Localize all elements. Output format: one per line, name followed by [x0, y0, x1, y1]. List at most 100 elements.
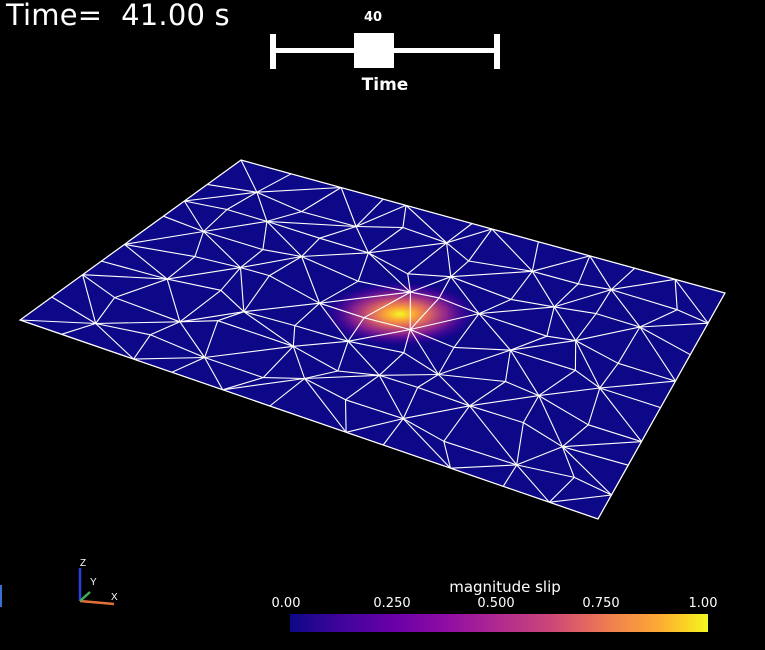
mesh-edge: [337, 341, 349, 372]
x-axis-label: X: [111, 592, 118, 603]
mesh-edge: [355, 198, 384, 227]
mesh-edge: [163, 215, 204, 233]
mesh-edge: [599, 387, 642, 442]
mesh-edge: [574, 476, 612, 496]
mesh-edge: [478, 313, 548, 337]
mesh-edge: [240, 160, 258, 193]
mesh-edge: [538, 395, 589, 426]
mesh-edge: [617, 362, 676, 382]
mesh-edge: [301, 237, 320, 257]
mesh-edge: [510, 335, 548, 351]
slider-value-label: 40: [363, 10, 383, 25]
mesh-edge: [549, 494, 612, 503]
mesh-edge: [402, 418, 445, 442]
mesh-edge: [204, 345, 294, 359]
colorbar-title: magnitude slip: [449, 578, 561, 596]
mesh-edge: [319, 302, 365, 319]
mesh-edge: [538, 395, 563, 447]
mesh-edge: [407, 273, 411, 293]
mesh-edge: [150, 321, 181, 336]
mesh-edge: [256, 191, 302, 213]
slider-title: Time: [361, 75, 409, 95]
mesh-edge: [562, 441, 642, 448]
orientation-axes-widget: Z Y X: [78, 558, 118, 606]
mesh-edge: [532, 270, 579, 285]
mesh-edge: [124, 243, 195, 258]
mesh-edge: [133, 334, 151, 360]
mesh-edge: [639, 326, 676, 382]
mesh-edge: [450, 276, 512, 300]
mesh-edge: [304, 378, 346, 401]
mesh-edge: [269, 256, 302, 277]
slider-handle[interactable]: [354, 33, 394, 68]
mesh-edge: [269, 275, 320, 304]
mesh-edge: [292, 325, 296, 347]
mesh-edge: [438, 276, 452, 299]
mesh-edge: [345, 418, 404, 433]
mesh-edge: [417, 386, 470, 407]
mesh-edge: [194, 231, 205, 257]
mesh-edge: [546, 335, 576, 342]
mesh-edge: [378, 375, 404, 419]
mesh-edge: [469, 381, 506, 407]
mesh-edge: [101, 260, 168, 280]
mesh-edge: [124, 215, 164, 245]
mesh-edge: [438, 349, 511, 376]
mesh-edge: [523, 422, 563, 448]
mesh-edge: [471, 222, 493, 230]
mesh-edge: [344, 399, 347, 433]
mesh-edge: [553, 306, 577, 341]
slider-end-cap-left: [270, 34, 276, 69]
mesh-edge: [217, 320, 294, 347]
mesh-edge: [217, 311, 244, 322]
mesh-edge: [363, 291, 411, 319]
mesh-edge: [405, 204, 447, 244]
mesh-edge: [562, 424, 589, 448]
mesh-edge: [516, 464, 575, 478]
mesh-edge: [410, 276, 451, 293]
mesh-edge: [617, 326, 641, 364]
mesh-edge: [531, 241, 539, 272]
mesh-edge: [538, 387, 600, 397]
mesh-edge: [256, 173, 292, 193]
mesh-edge: [266, 220, 320, 239]
mesh-edge: [179, 320, 218, 323]
mesh-edge: [378, 352, 405, 376]
mesh-edge: [358, 280, 411, 293]
mesh-edge: [410, 313, 480, 331]
mesh-edge: [124, 230, 204, 245]
mesh-edge: [240, 249, 264, 269]
mesh-edge: [240, 267, 270, 277]
mesh-edge: [294, 302, 320, 327]
mesh-edge: [516, 464, 550, 503]
mesh-edge: [505, 380, 540, 397]
mesh-edge: [269, 378, 305, 407]
mesh-edge: [95, 321, 180, 325]
mesh-edge: [561, 446, 575, 478]
mesh-edge: [450, 270, 533, 278]
mesh-edge: [95, 322, 151, 336]
mesh-edge: [262, 249, 302, 258]
mesh-edge: [450, 464, 517, 469]
mesh-edge: [446, 242, 469, 262]
mesh-edge: [204, 356, 264, 379]
mesh-edge: [262, 221, 268, 250]
mesh-edge: [450, 260, 469, 278]
mesh-edge: [292, 346, 306, 379]
mesh-edge: [510, 270, 533, 300]
mesh-edge: [262, 345, 294, 378]
mesh-edge: [639, 309, 678, 328]
mesh-edge: [347, 340, 380, 376]
mesh-edge: [293, 345, 339, 372]
mesh-edge: [183, 200, 204, 232]
mesh-edge: [407, 273, 451, 278]
mesh-edge: [468, 260, 533, 272]
mesh-edge: [379, 374, 418, 388]
mesh-edge: [532, 255, 590, 272]
colorbar-tick-label: 0.00: [271, 596, 301, 611]
mesh-edge: [453, 346, 511, 351]
mesh-edge: [204, 357, 224, 391]
mesh-edge: [203, 209, 228, 232]
